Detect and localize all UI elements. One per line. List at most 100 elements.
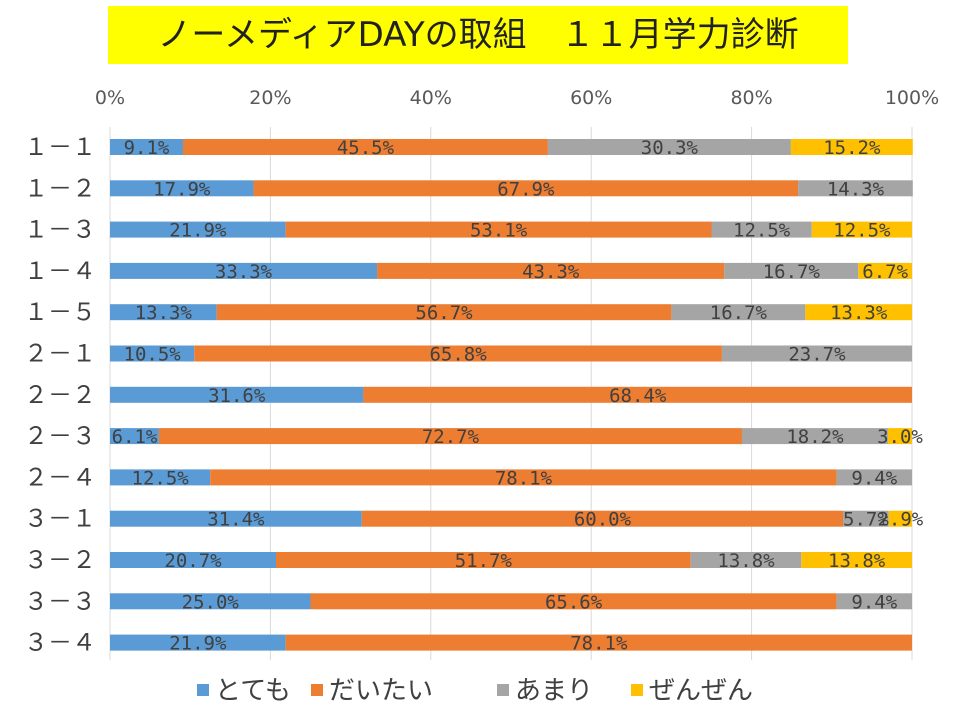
x-tick-label: 20% — [249, 87, 291, 109]
data-label: 43.3% — [522, 261, 580, 283]
category-label: ３－１ — [24, 505, 96, 533]
category-label: ２－４ — [24, 463, 96, 491]
category-label: １－４ — [24, 257, 96, 285]
data-label: 12.5% — [733, 220, 791, 242]
bar-segment — [836, 469, 912, 486]
data-label: 5.7% — [843, 509, 889, 531]
bar-segment — [110, 262, 378, 279]
data-label: 65.8% — [429, 344, 487, 366]
chart-title: ノーメディアDAYの取組 １１月学力診断 — [108, 6, 848, 64]
bar-segment — [110, 304, 217, 321]
data-label: 21.9% — [169, 220, 227, 242]
bar-segment — [158, 428, 742, 445]
bar-segment — [110, 428, 159, 445]
data-label: 12.5% — [132, 467, 190, 489]
bar-segment — [110, 552, 277, 568]
data-label: 13.3% — [135, 302, 193, 324]
bar-segment — [285, 634, 912, 651]
bar-segment — [110, 469, 211, 486]
data-label: 51.7% — [455, 550, 513, 572]
data-label: 68.4% — [609, 385, 667, 407]
data-label: 18.2% — [786, 426, 844, 448]
data-label: 9.4% — [851, 591, 897, 613]
x-tick-label: 100% — [885, 87, 939, 109]
data-label: 13.8% — [717, 550, 775, 572]
x-tick-label: 80% — [730, 87, 772, 109]
data-label: 9.1% — [124, 137, 170, 159]
data-label: 67.9% — [497, 178, 555, 200]
bar-segment — [253, 180, 799, 197]
bar-segment — [805, 304, 912, 321]
legend-label: あまり — [515, 676, 593, 706]
bar-segment — [276, 552, 691, 568]
bar-segment — [110, 180, 254, 197]
bar-segment — [110, 386, 364, 403]
data-label: 21.9% — [169, 633, 227, 655]
category-label: ２－２ — [24, 381, 96, 409]
bar-segment — [110, 345, 195, 362]
category-label: ３－２ — [24, 546, 96, 574]
bar-segment — [377, 262, 725, 279]
x-tick-label: 60% — [570, 87, 612, 109]
category-label: ２－１ — [24, 340, 96, 368]
bar-segment — [790, 139, 913, 155]
legend-label: だいたい — [329, 676, 433, 706]
bar-segment — [110, 139, 183, 155]
data-label: 6.1% — [112, 426, 158, 448]
bar-segment — [182, 139, 548, 155]
bar-segment — [721, 345, 912, 362]
data-label: 14.3% — [827, 178, 885, 200]
category-label: １－２ — [24, 174, 96, 202]
bar-segment — [843, 510, 889, 527]
data-label: 30.3% — [641, 137, 699, 159]
data-label: 9.4% — [851, 467, 897, 489]
bar-segment — [216, 304, 672, 321]
bar-segment — [110, 221, 286, 238]
data-label: 12.5% — [833, 220, 891, 242]
legend-label: とても — [215, 676, 291, 706]
bar-segment — [110, 510, 362, 527]
bar-segment — [711, 221, 812, 238]
legend-swatch — [311, 684, 323, 696]
data-label: 65.6% — [545, 591, 603, 613]
data-label: 3.0% — [877, 426, 923, 448]
data-label: 10.5% — [124, 344, 182, 366]
bar-segment — [690, 552, 802, 568]
bar-segment — [310, 593, 837, 610]
data-label: 17.9% — [153, 178, 211, 200]
bar-segment — [363, 386, 912, 403]
legend-swatch — [197, 684, 209, 696]
legend-swatch — [497, 684, 509, 696]
bar-segment — [811, 221, 912, 238]
data-label: 78.1% — [495, 467, 553, 489]
legend-label: ぜんぜん — [649, 676, 753, 706]
data-label: 53.1% — [470, 220, 528, 242]
category-label: １－３ — [24, 216, 96, 244]
data-label: 15.2% — [823, 137, 881, 159]
bar-segment — [887, 428, 912, 445]
bar-segment — [285, 221, 712, 238]
data-label: 16.7% — [710, 302, 768, 324]
category-label: １－１ — [24, 133, 96, 161]
data-label: 23.7% — [788, 344, 846, 366]
bar-segment — [724, 262, 859, 279]
bar-segment — [194, 345, 722, 362]
data-label: 60.0% — [574, 509, 632, 531]
bar-segment — [801, 552, 912, 568]
bar-segment — [110, 634, 286, 651]
data-label: 31.4% — [207, 509, 265, 531]
bar-segment — [741, 428, 888, 445]
data-label: 33.3% — [215, 261, 273, 283]
bar-segment — [798, 180, 913, 197]
data-label: 13.8% — [828, 550, 886, 572]
bar-segment — [671, 304, 806, 321]
x-tick-label: 40% — [410, 87, 452, 109]
bar-segment — [888, 510, 912, 527]
data-label: 2.9% — [877, 509, 923, 531]
category-label: ３－４ — [24, 629, 96, 657]
bar-segment — [110, 593, 311, 610]
bar-segment — [836, 593, 912, 610]
data-label: 45.5% — [337, 137, 395, 159]
